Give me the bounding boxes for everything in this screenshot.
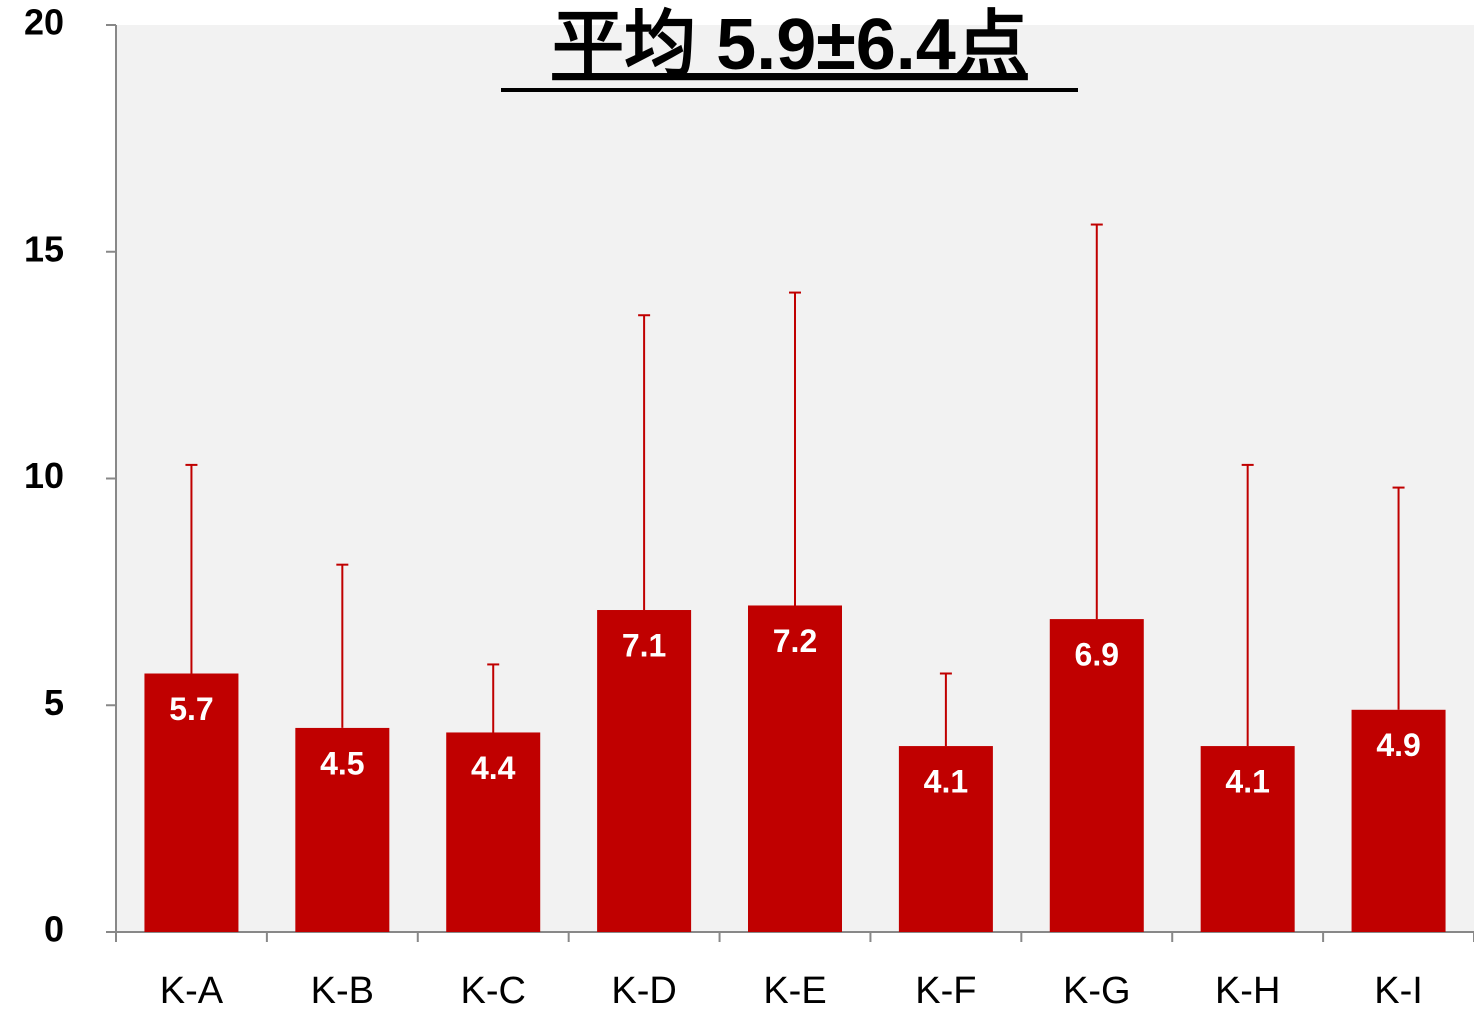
data-label: 4.4 <box>471 750 516 786</box>
data-label: 5.7 <box>169 691 213 727</box>
y-tick-label: 10 <box>24 455 64 496</box>
bar <box>597 610 692 932</box>
x-tick-label: K-C <box>460 970 525 1011</box>
bar <box>898 746 993 932</box>
bar <box>295 727 390 932</box>
data-label: 6.9 <box>1075 637 1119 673</box>
data-label: 7.1 <box>622 627 666 663</box>
x-tick-label: K-H <box>1215 970 1280 1011</box>
bar <box>1200 746 1295 932</box>
data-label: 4.1 <box>1225 764 1269 800</box>
x-tick-label: K-A <box>160 970 224 1011</box>
x-tick-label: K-B <box>311 970 374 1011</box>
x-tick-label: K-F <box>915 970 976 1011</box>
bar <box>144 673 239 932</box>
bar <box>1049 619 1144 932</box>
data-label: 4.1 <box>924 764 968 800</box>
data-label: 7.2 <box>773 623 817 659</box>
y-tick-label: 5 <box>44 682 64 723</box>
bar <box>446 732 541 932</box>
bar <box>1351 709 1446 932</box>
y-tick-label: 15 <box>24 228 64 269</box>
x-tick-label: K-G <box>1063 970 1131 1011</box>
data-label: 4.5 <box>320 745 364 781</box>
x-tick-label: K-I <box>1374 970 1423 1011</box>
x-tick-label: K-E <box>763 970 826 1011</box>
data-label: 4.9 <box>1376 727 1420 763</box>
y-tick-label: 0 <box>44 909 64 950</box>
bar <box>748 605 842 932</box>
x-tick-label: K-D <box>611 970 676 1011</box>
chart-title: 平均 5.9±6.4点 <box>552 5 1028 85</box>
y-tick-label: 20 <box>24 2 64 43</box>
